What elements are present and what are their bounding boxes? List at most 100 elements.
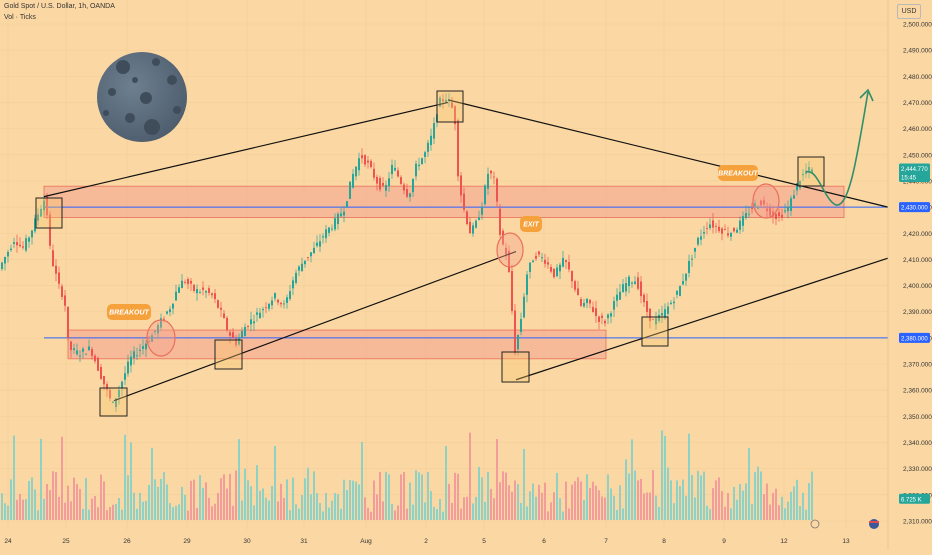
currency-button[interactable]: USD	[897, 4, 921, 19]
volume-bar	[493, 498, 495, 520]
volume-bar	[400, 474, 402, 520]
candle-body	[205, 291, 207, 293]
candle-body	[256, 312, 258, 315]
trend-line	[447, 99, 889, 208]
candle-body	[742, 216, 744, 226]
candle-body	[49, 214, 51, 246]
volume-bar	[289, 510, 291, 520]
price-tick-label: 2,400.000	[903, 283, 932, 290]
candle-body	[91, 349, 93, 356]
volume-bar	[22, 499, 24, 520]
volume-bar	[412, 504, 414, 520]
volume-bar	[778, 505, 780, 520]
volume-bar	[76, 484, 78, 520]
candle-body	[313, 247, 315, 254]
candle-body	[790, 198, 792, 211]
volume-bar	[637, 480, 639, 520]
volume-bar	[703, 471, 705, 520]
volume-bar	[133, 492, 135, 520]
volume-bar	[4, 503, 6, 520]
highlight-circle	[752, 183, 780, 219]
volume-bar	[205, 482, 207, 520]
candle-body	[391, 164, 393, 175]
price-tag	[899, 332, 930, 343]
volume-bar	[616, 510, 618, 520]
volume-bar	[118, 497, 120, 520]
volume-bar	[532, 483, 534, 520]
volume-bar	[565, 481, 567, 520]
candle-body	[736, 229, 738, 233]
volume-bar	[106, 510, 108, 520]
candle-body	[556, 267, 558, 277]
candle-body	[253, 321, 255, 324]
candle-body	[685, 273, 687, 281]
candle-body	[682, 281, 684, 285]
volume-bar	[334, 493, 336, 520]
candle-body	[712, 220, 714, 228]
volume-bar	[226, 488, 228, 520]
volume-bar	[445, 446, 447, 520]
volume-bar	[712, 488, 714, 520]
candle-body	[424, 152, 426, 157]
volume-bar	[259, 490, 261, 520]
volume-bar	[763, 494, 765, 520]
candle-body	[595, 308, 597, 317]
candle-body	[97, 357, 99, 371]
candle-body	[799, 181, 801, 188]
time-axis[interactable]: 24 25 26 29 30 31 Aug 2 5 6 7 8 9 12 13	[4, 519, 879, 545]
volume-bar	[607, 474, 609, 520]
price-axis[interactable]: 2,310.0002,320.0002,330.0002,340.0002,35…	[887, 0, 932, 550]
candle-body	[232, 332, 234, 338]
candle-body	[577, 288, 579, 296]
candle-body	[496, 178, 498, 202]
candle-body	[658, 314, 660, 322]
volume-bar	[352, 480, 354, 520]
volume-bar	[376, 494, 378, 520]
candle-body	[112, 401, 114, 403]
volume-bar	[625, 459, 627, 520]
candle-body	[589, 299, 591, 304]
candle-body	[61, 286, 63, 297]
volume-bar	[349, 480, 351, 520]
volume-bar	[79, 488, 81, 520]
candle-body	[754, 203, 756, 207]
flag-icon	[869, 519, 879, 529]
time-tick-label: 8	[662, 538, 666, 545]
volume-bar	[460, 508, 462, 520]
candle-body	[196, 289, 198, 294]
highlight-box	[501, 351, 530, 383]
volume-bar	[406, 508, 408, 520]
candle-body	[565, 260, 567, 262]
price-tag	[899, 202, 930, 213]
candle-body	[46, 196, 48, 216]
candle-body	[283, 303, 285, 305]
candle-body	[400, 177, 402, 184]
candle-body	[787, 206, 789, 212]
volume-bar	[472, 503, 474, 520]
volume-bar	[535, 496, 537, 520]
candle-body	[526, 274, 528, 295]
volume-bar	[322, 511, 324, 520]
candle-body	[811, 169, 813, 173]
volume-bar	[319, 503, 321, 520]
volume-bar	[307, 467, 309, 520]
volume-bar	[127, 475, 129, 520]
volume-bar	[604, 497, 606, 520]
candle-body	[163, 318, 165, 320]
candle-body	[601, 315, 603, 319]
candle-body	[718, 226, 720, 232]
candle-body	[316, 242, 318, 246]
volume-bar	[139, 492, 141, 520]
volume-bar	[310, 494, 312, 520]
volume-bar	[112, 504, 114, 520]
candle-body	[175, 291, 177, 301]
candle-body	[361, 155, 363, 159]
volume-bar	[760, 471, 762, 520]
volume-bar	[343, 479, 345, 520]
candle-body	[121, 381, 123, 389]
candle-body	[214, 293, 216, 300]
volume-bar	[109, 507, 111, 520]
chart-annotations: BREAKOUT EXIT BREAKOUT	[107, 165, 759, 320]
candle-body	[592, 307, 594, 312]
candle-body	[298, 266, 300, 271]
